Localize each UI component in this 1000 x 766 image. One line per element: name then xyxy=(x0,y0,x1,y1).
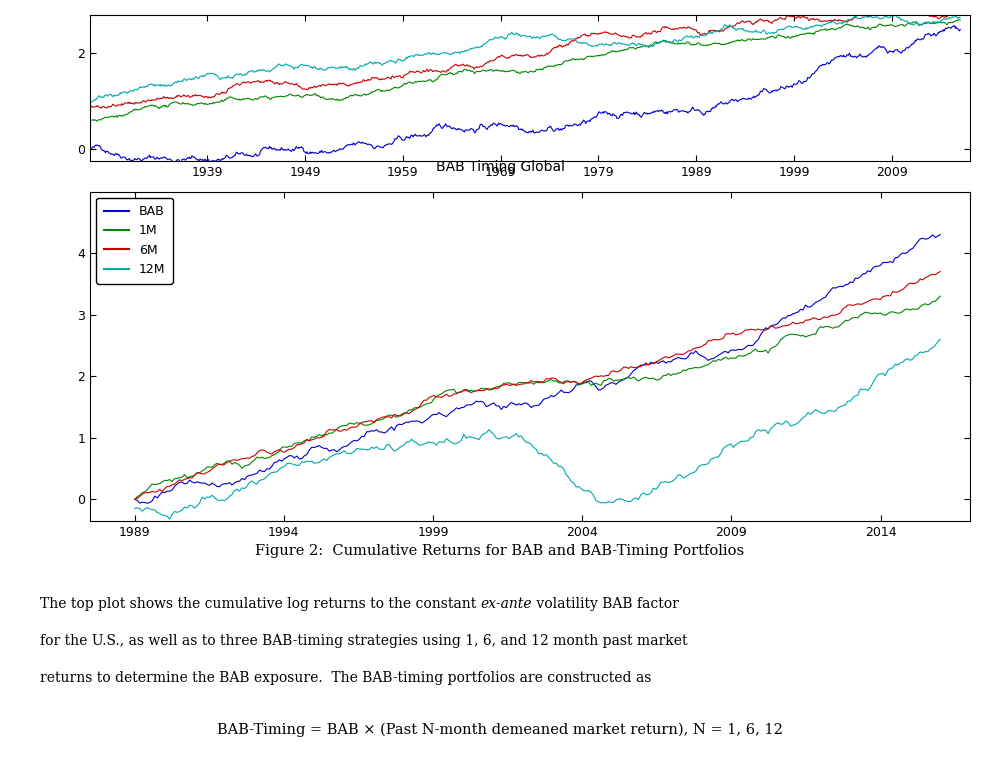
Text: The top plot shows the cumulative log returns to the constant: The top plot shows the cumulative log re… xyxy=(40,597,481,611)
Text: volatility BAB factor: volatility BAB factor xyxy=(532,597,679,611)
Legend: BAB, 1M, 6M, 12M: BAB, 1M, 6M, 12M xyxy=(96,198,173,283)
Text: BAB Timing Global: BAB Timing Global xyxy=(436,160,564,174)
Text: BAB-Timing = BAB × (Past N-month demeaned market return), N = 1, 6, 12: BAB-Timing = BAB × (Past N-month demeane… xyxy=(217,723,783,738)
Text: ex-ante: ex-ante xyxy=(481,597,532,611)
Text: for the U.S., as well as to three BAB-timing strategies using 1, 6, and 12 month: for the U.S., as well as to three BAB-ti… xyxy=(40,634,688,648)
Text: returns to determine the BAB exposure.  The BAB-timing portfolios are constructe: returns to determine the BAB exposure. T… xyxy=(40,671,651,685)
Text: Figure 2:  Cumulative Returns for BAB and BAB-Timing Portfolios: Figure 2: Cumulative Returns for BAB and… xyxy=(255,544,745,558)
